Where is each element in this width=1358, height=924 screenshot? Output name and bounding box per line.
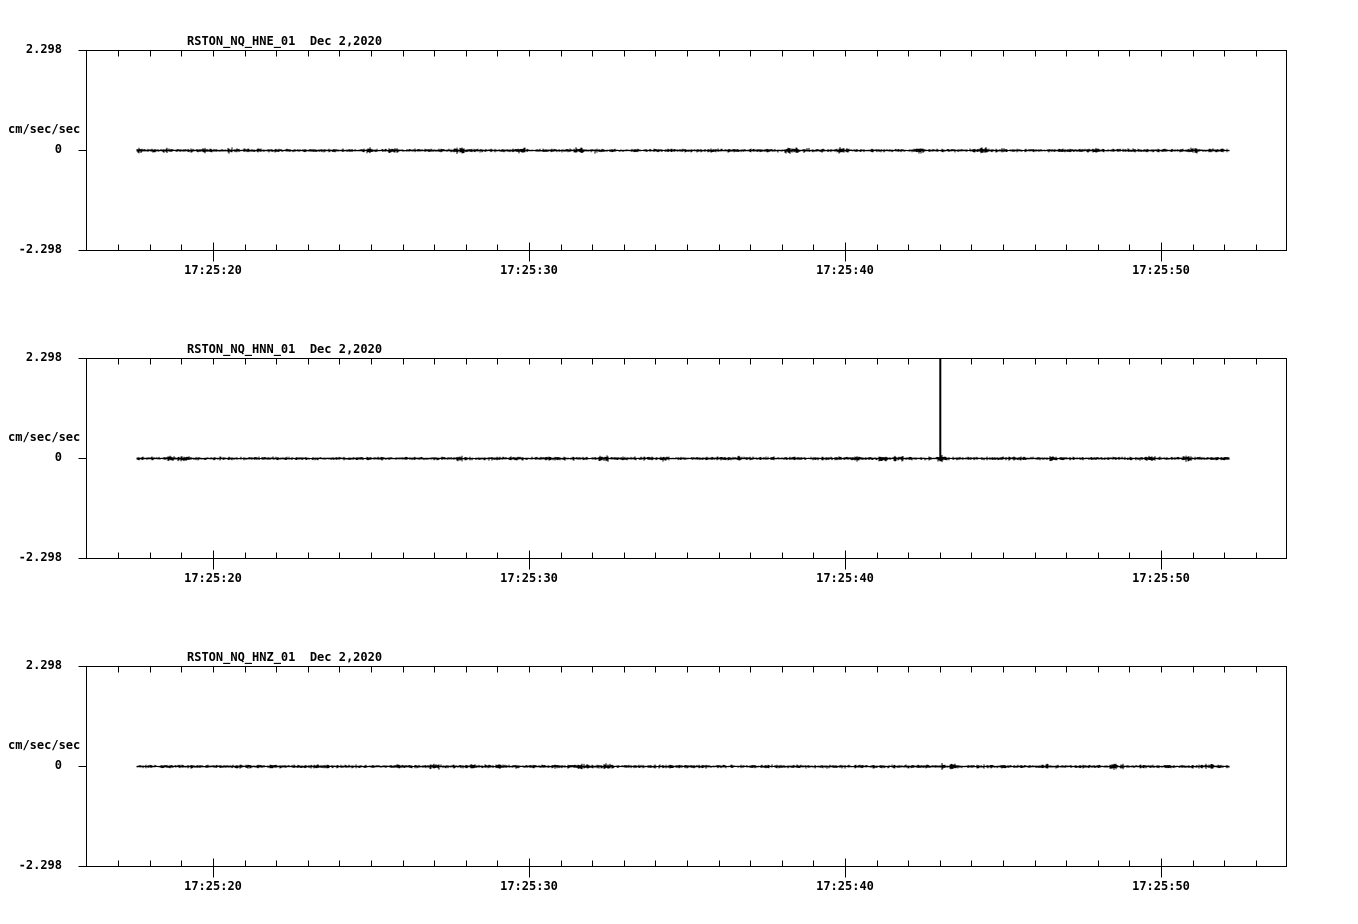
- plot-frame: [86, 50, 1287, 251]
- y-max-label: 2.298: [25, 658, 62, 672]
- y-min-label: -2.298: [18, 858, 62, 872]
- x-tick-label: 17:25:30: [500, 263, 558, 277]
- y-zero-label: 0: [54, 758, 62, 772]
- x-tick-label: 17:25:40: [816, 879, 874, 893]
- waveform-trace-RSTON_NQ_HNE_01: [136, 147, 1230, 154]
- x-tick-label: 17:25:20: [184, 879, 242, 893]
- x-tick-label: 17:25:50: [1132, 263, 1190, 277]
- trace-title: RSTON_NQ_HNE_01 Dec 2,2020: [187, 34, 383, 48]
- y-min-label: -2.298: [18, 550, 62, 564]
- x-tick-label: 17:25:50: [1132, 879, 1190, 893]
- y-max-label: 2.298: [25, 42, 62, 56]
- y-axis-unit-label: cm/sec/sec: [8, 738, 81, 752]
- y-zero-label: 0: [54, 450, 62, 464]
- y-max-label: 2.298: [25, 350, 62, 364]
- trace-title: RSTON_NQ_HNN_01 Dec 2,2020: [187, 342, 383, 356]
- x-tick-label: 17:25:40: [816, 571, 874, 585]
- plot-frame: [86, 666, 1287, 867]
- waveform-trace-RSTON_NQ_HNN_01: [136, 455, 1230, 463]
- waveform-trace-RSTON_NQ_HNZ_01: [136, 763, 1230, 770]
- axis-minor-ticks: [78, 666, 1257, 867]
- x-tick-label: 17:25:30: [500, 571, 558, 585]
- axis-major-ticks: [213, 550, 1162, 570]
- axis-minor-ticks: [78, 358, 1257, 559]
- x-tick-label: 17:25:30: [500, 879, 558, 893]
- x-tick-label: 17:25:20: [184, 571, 242, 585]
- axis-major-ticks: [213, 242, 1162, 262]
- axis-minor-ticks: [78, 50, 1257, 251]
- axis-major-ticks: [213, 858, 1162, 878]
- y-min-label: -2.298: [18, 242, 62, 256]
- y-axis-unit-label: cm/sec/sec: [8, 430, 81, 444]
- y-axis-unit-label: cm/sec/sec: [8, 122, 81, 136]
- y-zero-label: 0: [54, 142, 62, 156]
- x-tick-label: 17:25:40: [816, 263, 874, 277]
- x-tick-label: 17:25:20: [184, 263, 242, 277]
- x-tick-label: 17:25:50: [1132, 571, 1190, 585]
- plot-frame: [86, 358, 1287, 559]
- trace-title: RSTON_NQ_HNZ_01 Dec 2,2020: [187, 650, 383, 664]
